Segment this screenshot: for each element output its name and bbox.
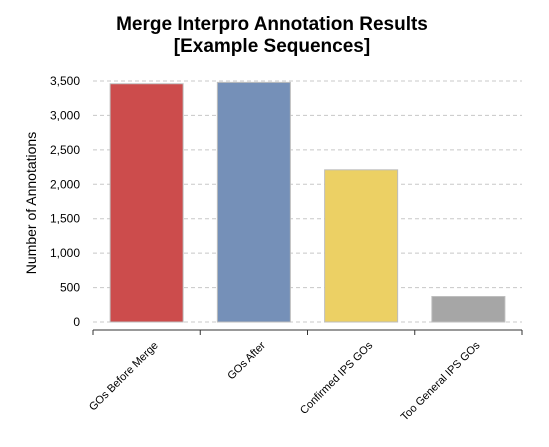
- bar: [324, 169, 399, 323]
- x-tick-label: Confirmed IPS GOs: [298, 339, 376, 417]
- chart-title-line-1: Merge Interpro Annotation Results: [116, 14, 428, 35]
- x-tick-label: GOs Before Merge: [87, 340, 161, 414]
- y-axis-label: Number of Annotations: [23, 132, 39, 274]
- y-tick-label: 2,500: [50, 143, 80, 157]
- y-tick-label: 1,000: [50, 246, 80, 260]
- x-tick-label: GOs After: [225, 339, 268, 382]
- x-axis: [92, 329, 523, 335]
- bar: [216, 81, 291, 323]
- y-tick-labels: 0 500 1,000 1,500 2,000 2,500 3,000 3,500: [50, 74, 80, 329]
- x-tick-labels: GOs Before Merge GOs After Confirmed IPS G…: [87, 339, 483, 423]
- y-tick-label: 2,000: [50, 177, 80, 191]
- y-tick-label: 3,000: [50, 108, 80, 122]
- chart-title-line-2: [Example Sequences]: [174, 36, 370, 57]
- x-tick-label: Too General IPS GOs: [399, 339, 483, 423]
- y-tick-label: 0: [73, 315, 80, 329]
- bar: [431, 296, 506, 323]
- y-tick-label: 1,500: [50, 212, 80, 226]
- bars: [109, 81, 506, 323]
- y-tick-label: 500: [60, 281, 80, 295]
- y-tick-label: 3,500: [50, 74, 80, 88]
- bar: [109, 83, 184, 323]
